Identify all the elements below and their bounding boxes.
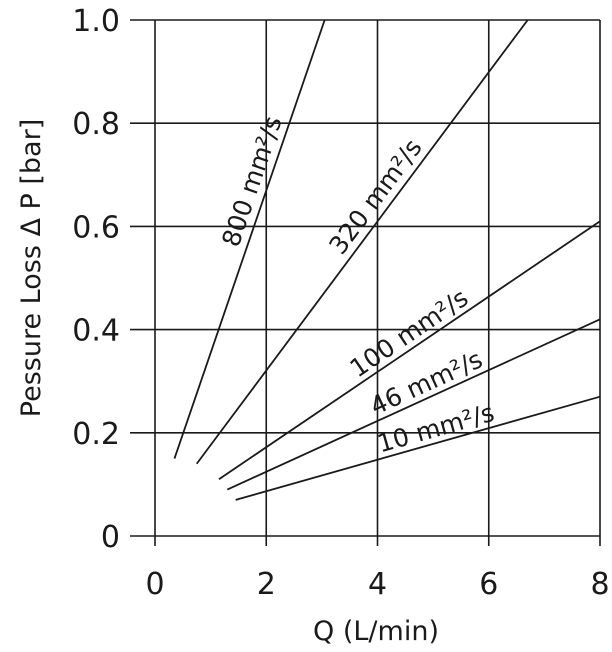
series-line-4	[235, 395, 601, 501]
tick-labels: 0 2 4 6 8 0 0.2 0.4 0.6 0.8 1.0	[72, 4, 609, 602]
y-tick-label-3: 0.6	[72, 210, 120, 245]
y-tick-label-2: 0.4	[72, 314, 120, 349]
series-line-3	[226, 318, 601, 491]
series-line-0	[173, 19, 326, 459]
series-line-2	[218, 220, 601, 480]
x-tick-label-4: 8	[590, 567, 609, 602]
x-tick-label-3: 6	[479, 567, 498, 602]
x-tick-label-1: 2	[257, 567, 276, 602]
y-tick-label-0: 0	[101, 520, 120, 555]
x-tick-label-0: 0	[145, 567, 164, 602]
y-tick-label-5: 1.0	[72, 4, 120, 39]
y-axis-label: Pessure Loss Δ P [bar]	[16, 119, 47, 417]
x-tick-label-2: 4	[368, 567, 387, 602]
y-tick-label-1: 0.2	[72, 417, 120, 452]
series-lines	[173, 19, 601, 501]
x-axis-label: Q (L/min)	[313, 616, 439, 647]
y-tick-label-4: 0.8	[72, 107, 120, 142]
series-label-1: 320 mm²/s	[323, 133, 427, 259]
grid	[130, 19, 601, 546]
series-line-1	[195, 19, 529, 465]
